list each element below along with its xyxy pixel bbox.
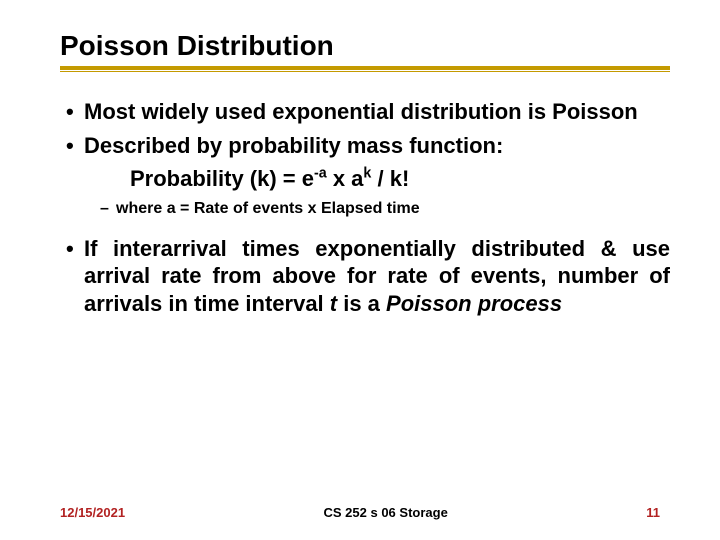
footer-course: CS 252 s 06 Storage (324, 505, 448, 520)
formula-text: Probability (k) = e (130, 166, 314, 191)
bullet-marker: • (60, 98, 84, 126)
footer-date: 12/15/2021 (60, 505, 125, 520)
bullet-item: • If interarrival times exponentially di… (60, 235, 670, 318)
slide-content: • Most widely used exponential distribut… (60, 98, 670, 317)
title-rule-thick (60, 66, 670, 70)
bullet-marker: • (60, 132, 84, 160)
bullet-text-emphasis: Poisson process (386, 291, 562, 316)
bullet-item: • Described by probability mass function… (60, 132, 670, 160)
formula-line: Probability (k) = e-a x ak / k! (60, 165, 670, 193)
bullet-text-part: is a (337, 291, 386, 316)
bullet-text: Described by probability mass function: (84, 132, 670, 160)
formula-text: x a (327, 166, 364, 191)
bullet-text: Most widely used exponential distributio… (84, 98, 670, 126)
slide-title: Poisson Distribution (60, 30, 670, 62)
sub-bullet-item: –where a = Rate of events x Elapsed time (60, 199, 670, 219)
formula-sup: -a (314, 166, 327, 182)
bullet-text: If interarrival times exponentially dist… (84, 235, 670, 318)
footer-page-number: 11 (646, 505, 660, 520)
slide: Poisson Distribution • Most widely used … (0, 0, 720, 540)
bullet-item: • Most widely used exponential distribut… (60, 98, 670, 126)
bullet-marker: • (60, 235, 84, 318)
slide-footer: 12/15/2021 CS 252 s 06 Storage 11 (0, 505, 720, 520)
formula-text: / k! (371, 166, 409, 191)
bullet-text-italic: t (330, 291, 337, 316)
title-rule-thin (60, 71, 670, 72)
sub-bullet-marker: – (100, 199, 116, 219)
sub-bullet-text: where a = Rate of events x Elapsed time (116, 200, 420, 217)
